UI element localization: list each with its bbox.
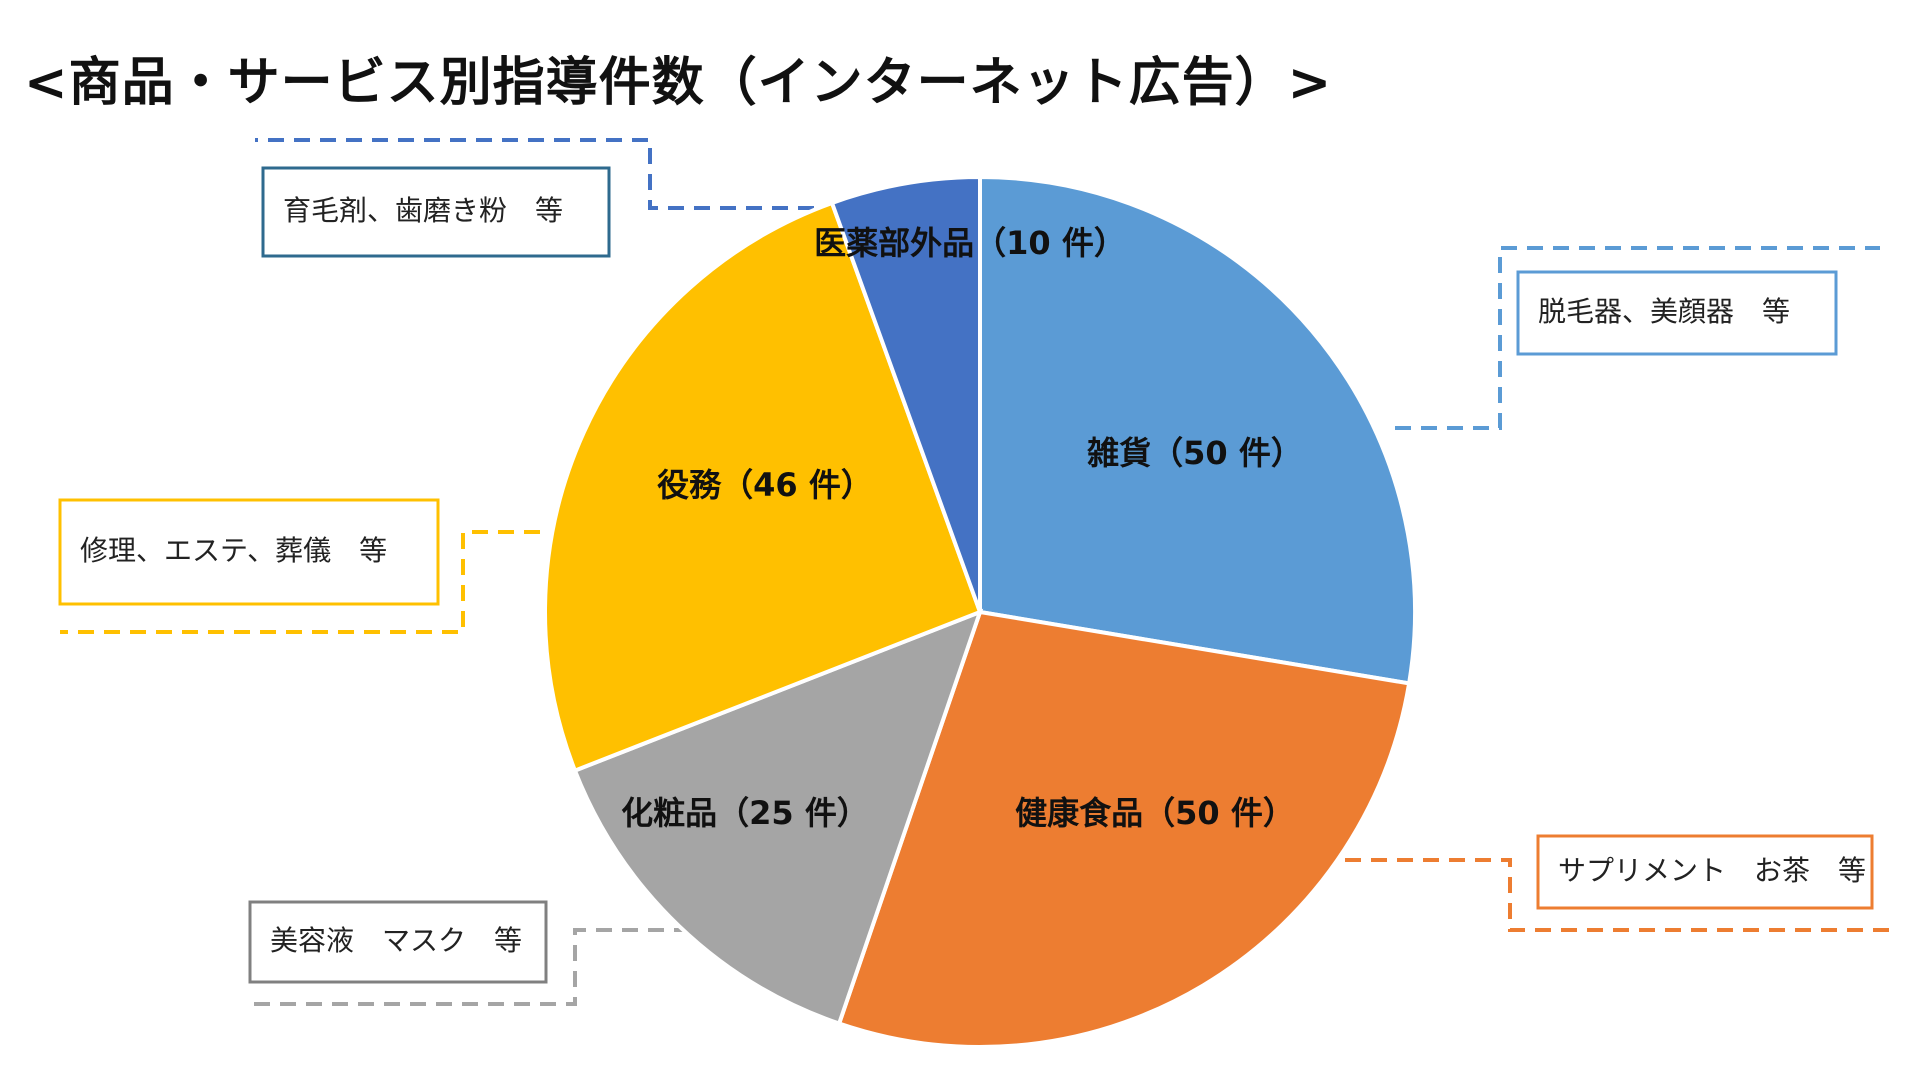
pie-slice-2 [836, 609, 1412, 1049]
note-box-3 [248, 900, 548, 984]
pie-slice-1 [978, 174, 1417, 686]
note-text-2: サプリメント お茶 等 [1558, 854, 1866, 887]
slice-label-5: 医薬部外品（10 件） [814, 224, 1126, 262]
pie-slice-5 [829, 174, 982, 613]
leader-line-5 [255, 138, 840, 210]
note-box-1 [1516, 270, 1838, 356]
leader-lines [60, 138, 1895, 1006]
slice-labels: 雑貨（50 件） 健康食品（50 件） 化粧品（25 件） 役務（46 件） 医薬部外品… [621, 224, 1303, 832]
note-text-5: 育毛剤、歯磨き粉 等 [283, 194, 563, 227]
note-text-4: 修理、エステ、葬儀 等 [80, 534, 387, 567]
pie-slice-3 [572, 608, 984, 1027]
slice-label-3: 化粧品（25 件） [621, 794, 869, 832]
leader-line-1 [1395, 246, 1880, 430]
note-box-2 [1536, 834, 1874, 910]
note-text-3: 美容液 マスク 等 [270, 924, 522, 957]
leader-line-3 [248, 928, 690, 1006]
leader-line-4 [60, 530, 540, 634]
slice-label-1: 雑貨（50 件） [1086, 434, 1303, 472]
note-box-4 [58, 498, 440, 606]
chart-title: <商品・サービス別指導件数（インターネット広告）> [24, 53, 1333, 113]
pie-slice-4 [543, 200, 983, 774]
leader-line-2 [1345, 858, 1895, 932]
pie-slices [543, 174, 1417, 1049]
slice-label-2: 健康食品（50 件） [1015, 794, 1295, 832]
note-box-5 [261, 166, 611, 258]
note-text-1: 脱毛器、美顔器 等 [1538, 295, 1790, 328]
slice-label-4: 役務（46 件） [657, 466, 873, 504]
